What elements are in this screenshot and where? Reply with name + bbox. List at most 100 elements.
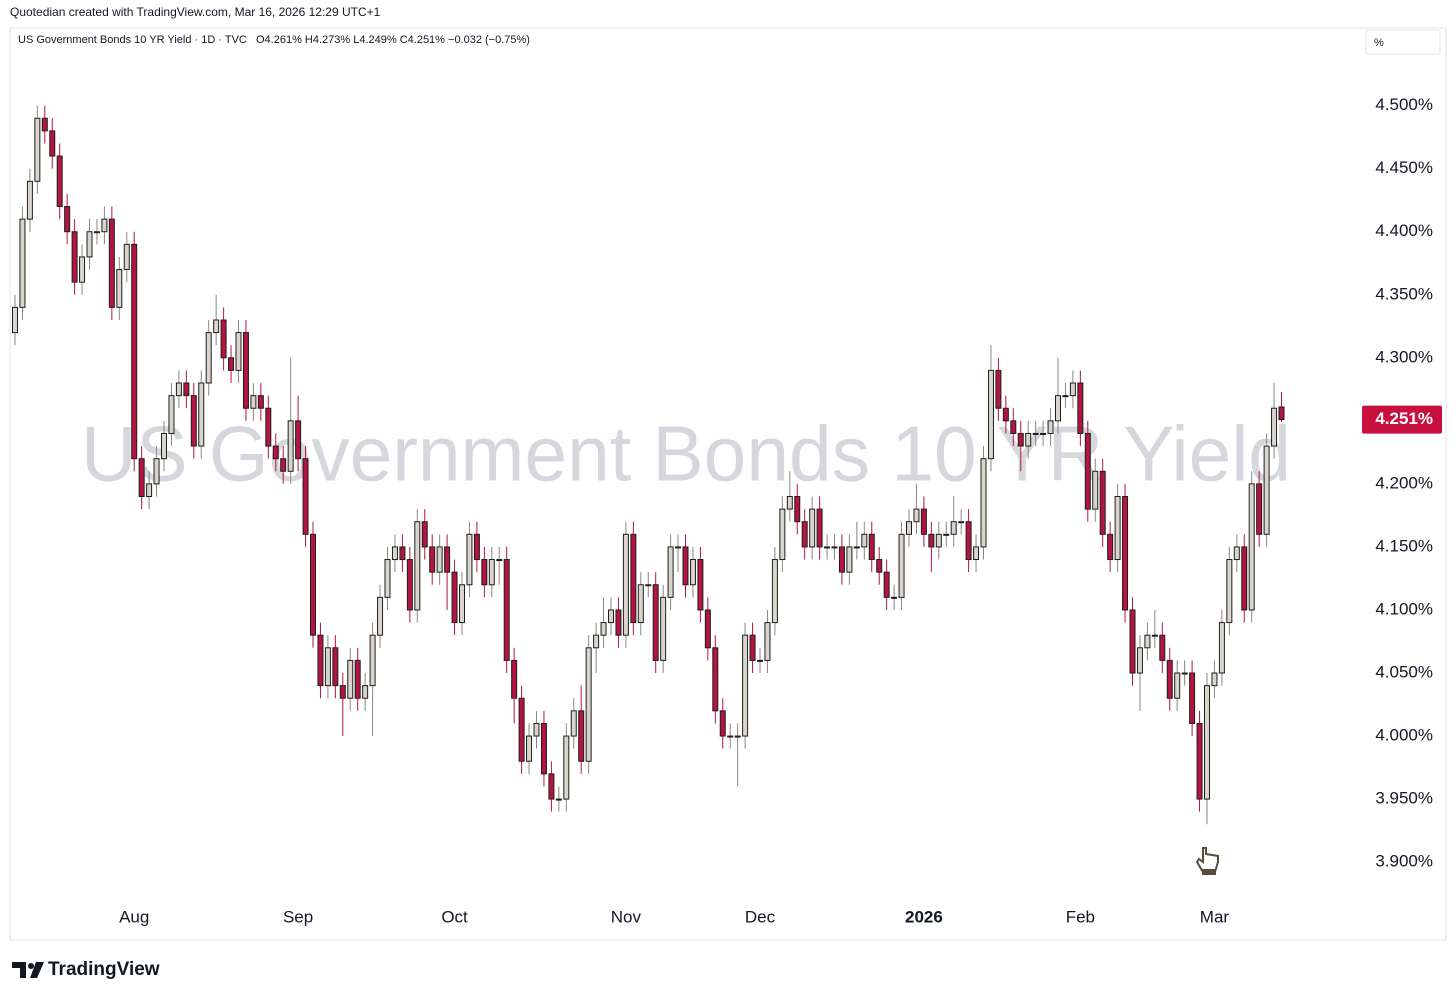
candle-body bbox=[533, 722, 540, 737]
x-tick-label: Aug bbox=[119, 907, 149, 926]
candle-body bbox=[578, 710, 585, 762]
candle-body bbox=[302, 458, 309, 535]
candle-body bbox=[660, 596, 667, 661]
candle-body bbox=[831, 546, 838, 549]
x-tick-label: 2026 bbox=[905, 907, 943, 926]
y-tick-label: 4.150% bbox=[1375, 536, 1433, 555]
candle-body bbox=[757, 659, 763, 662]
candle-body bbox=[675, 546, 682, 549]
candle-body bbox=[228, 357, 235, 371]
candle-body bbox=[384, 559, 391, 598]
candle-body bbox=[190, 395, 197, 447]
y-tick-label: 3.950% bbox=[1375, 789, 1433, 808]
candle-body bbox=[1114, 495, 1121, 561]
candle-body bbox=[19, 218, 26, 308]
y-tick-label: 4.300% bbox=[1375, 347, 1433, 366]
candle-body bbox=[86, 231, 93, 258]
candle-body bbox=[950, 521, 957, 535]
candle-body bbox=[935, 533, 942, 548]
candle-body bbox=[1010, 420, 1017, 434]
candle-body bbox=[682, 546, 689, 586]
candle-body bbox=[1055, 395, 1061, 422]
candle-body bbox=[838, 546, 845, 573]
candle-body bbox=[332, 647, 339, 687]
candle-body bbox=[853, 546, 860, 549]
candle-body bbox=[645, 584, 652, 587]
candle-body bbox=[1144, 634, 1151, 649]
candle-body bbox=[1263, 445, 1270, 535]
candle-body bbox=[846, 546, 853, 573]
candle-body bbox=[339, 685, 346, 699]
candle-body bbox=[295, 420, 302, 460]
candle-body bbox=[429, 546, 436, 573]
candle-body bbox=[667, 546, 674, 598]
candle-body bbox=[324, 647, 331, 687]
candle-body bbox=[1129, 609, 1136, 674]
candle-body bbox=[816, 508, 823, 548]
candle-body bbox=[1032, 432, 1039, 435]
candle-body bbox=[205, 332, 212, 384]
candle-body bbox=[1256, 483, 1263, 535]
candle-body bbox=[235, 332, 242, 371]
candle-body bbox=[995, 369, 1002, 409]
candle-body bbox=[138, 458, 145, 497]
candle-body bbox=[1084, 432, 1091, 510]
candle-body bbox=[49, 130, 56, 157]
chart-frame bbox=[9, 27, 1447, 941]
candle-body bbox=[1226, 559, 1233, 624]
candle-body bbox=[451, 571, 458, 624]
candle-body bbox=[257, 395, 264, 409]
candle-body bbox=[1047, 420, 1054, 434]
candle-body bbox=[1271, 407, 1278, 447]
candle-body bbox=[555, 798, 562, 801]
candle-body bbox=[250, 395, 257, 409]
candle-body bbox=[1151, 634, 1158, 637]
candle-body bbox=[958, 521, 965, 524]
candle-body bbox=[280, 458, 287, 472]
candle-body bbox=[540, 722, 547, 775]
candle-body bbox=[399, 546, 406, 561]
brand-name: TradingView bbox=[48, 959, 160, 980]
candle-body bbox=[518, 697, 525, 762]
candle-body bbox=[123, 243, 130, 271]
candle-body bbox=[689, 559, 696, 586]
watermark: US Government Bonds 10 YR Yield bbox=[81, 410, 1291, 498]
x-tick-label: Sep bbox=[283, 907, 313, 926]
candle-body bbox=[906, 521, 912, 535]
y-tick-label: 4.450% bbox=[1375, 158, 1433, 177]
candle-body bbox=[943, 533, 950, 536]
candle-body bbox=[742, 634, 749, 737]
candle-body bbox=[1092, 470, 1099, 510]
candle-body bbox=[391, 546, 398, 561]
candle-body bbox=[64, 206, 71, 233]
candle-body bbox=[786, 495, 793, 510]
candle-body bbox=[1218, 622, 1225, 674]
y-tick-label: 4.400% bbox=[1375, 221, 1433, 240]
candle-body bbox=[1181, 672, 1188, 675]
candle-body bbox=[593, 634, 600, 649]
candle-body bbox=[987, 369, 994, 460]
candle-body bbox=[734, 735, 741, 738]
candle-body bbox=[101, 218, 108, 233]
candle-body bbox=[511, 659, 518, 699]
candle-body bbox=[1211, 672, 1218, 687]
candle-body bbox=[548, 773, 555, 800]
candle-body bbox=[1107, 533, 1114, 561]
candle-body bbox=[108, 218, 115, 308]
candle-body bbox=[242, 332, 249, 409]
candle-body bbox=[898, 533, 905, 598]
candle-body bbox=[883, 571, 890, 598]
candle-body bbox=[585, 647, 592, 762]
candle-body bbox=[1069, 382, 1076, 397]
candle-body bbox=[570, 710, 577, 737]
last-price-label: 4.251% bbox=[1375, 409, 1433, 428]
candle-body bbox=[198, 382, 205, 447]
unit-box[interactable] bbox=[1365, 29, 1441, 55]
x-tick-label: Nov bbox=[611, 907, 642, 926]
y-tick-label: 3.900% bbox=[1375, 852, 1433, 871]
candle-body bbox=[488, 559, 495, 586]
candle-body bbox=[1002, 407, 1009, 422]
candle-body bbox=[920, 508, 927, 535]
candle-body bbox=[1241, 546, 1248, 611]
